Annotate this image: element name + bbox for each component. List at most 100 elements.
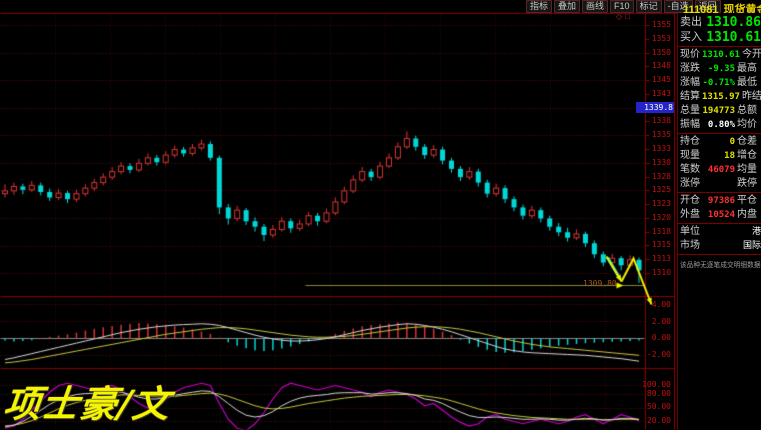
quote-row: 持仓 0 仓差 — [678, 135, 761, 149]
quote-row: 市场 国际 — [678, 239, 761, 253]
quote-info-rows: 单位 港市场 国际 — [678, 225, 761, 253]
axis-tick-label: 1330 — [651, 158, 671, 167]
quote-label2: 仓差 — [737, 136, 757, 147]
quote-value: 1310.61 — [702, 50, 740, 60]
quote-row: 涨停 跌停 — [678, 177, 761, 191]
quote-label: 市场 — [680, 240, 700, 251]
toolbar-button-7[interactable]: 返回 — [694, 0, 721, 13]
axis-tick-label: 1333 — [651, 144, 671, 153]
quote-label2: 今开 — [741, 49, 761, 60]
quote-label2: 最高 — [737, 63, 757, 74]
axis-tick-label: 4.00 — [651, 300, 671, 309]
toolbar-button-6[interactable]: -自选 — [663, 0, 693, 13]
axis-tick-label: 1348 — [651, 61, 671, 70]
square-icon: □ — [625, 12, 633, 21]
quote-value: 10524 — [707, 210, 735, 220]
quote-row: 总量 194773 总额 — [678, 104, 761, 118]
quote-label2: 平仓 — [737, 195, 757, 206]
axis-tick-label: 1315 — [651, 240, 671, 249]
axis-tick-label: 1318 — [651, 227, 671, 236]
axis-tick-label: 1353 — [651, 34, 671, 43]
buy-price: 1310.61 — [706, 30, 761, 45]
toolbar: 指标 叠加 画线 F10 标记 -自选 返回 — [526, 0, 721, 13]
axis-tick-label: 1320 — [651, 213, 671, 222]
quote-row: 笔数 46079 均量 — [678, 163, 761, 177]
panel-divider — [678, 133, 761, 134]
quote-label: 总量 — [680, 105, 700, 116]
quote-row: 涨跌 -9.35 最高 — [678, 62, 761, 76]
quote-label: 现价 — [680, 49, 700, 60]
price-highlight-label: 1339.8 — [636, 102, 674, 113]
axis-tick-label: 1338 — [651, 116, 671, 125]
axis-tick-label: 100.00 — [642, 380, 671, 389]
axis-tick-label: 1323 — [651, 199, 671, 208]
quote-label2: 均价 — [737, 119, 757, 130]
sell-price: 1310.86 — [706, 15, 761, 30]
toolbar-button-3[interactable]: 画线 — [582, 0, 609, 13]
quote-label2: 内盘 — [737, 209, 757, 220]
quote-label: 单位 — [680, 226, 700, 237]
quote-value: 1315.97 — [702, 92, 740, 102]
quote-value: 0.80% — [707, 120, 735, 130]
no-tick-data-notice: 该品种无逐笔成交明细数据 — [679, 262, 761, 269]
quote-row: 开仓 97386 平仓 — [678, 194, 761, 208]
quote-label: 涨幅 — [680, 77, 700, 88]
axis-tick-label: 1345 — [651, 75, 671, 84]
toolbar-button-5[interactable]: 标记 — [635, 0, 662, 13]
axis-tick-label: 1343 — [651, 89, 671, 98]
quote-row: 单位 港 — [678, 225, 761, 239]
panel-divider — [678, 46, 761, 47]
axis-tick-label: 1350 — [651, 48, 671, 57]
axis-tick-label: 1313 — [651, 254, 671, 263]
axis-tick-label: 20.00 — [646, 416, 671, 425]
quote-label: 涨停 — [680, 178, 700, 189]
quote-label2: 昨结 — [741, 91, 761, 102]
quote-label: 现量 — [680, 150, 700, 161]
quote-panel: 卖出 1310.86 买入 1310.61 现价 1310.61 今开 涨跌 -9.35… — [677, 13, 761, 430]
axis-tick-label: -2.00 — [646, 350, 671, 359]
watermark: 项士豪/文 — [1, 382, 173, 426]
quote-openclose-rows: 开仓 97386 平仓外盘 10524 内盘 — [678, 194, 761, 222]
sell-row: 卖出 1310.86 — [678, 15, 761, 30]
quote-row: 外盘 10524 内盘 — [678, 208, 761, 222]
quote-label: 涨跌 — [680, 63, 700, 74]
toolbar-button-2[interactable]: 叠加 — [554, 0, 581, 13]
quote-row: 现量 18 增仓 — [678, 149, 761, 163]
axis-tick-label: 1355 — [651, 20, 671, 29]
toolbar-button-4[interactable]: F10 — [610, 0, 634, 13]
quote-label: 结算 — [680, 91, 700, 102]
quote-label: 笔数 — [680, 164, 700, 175]
quote-position-rows: 持仓 0 仓差现量 18 增仓 笔数 46079 均量涨停 跌停 — [678, 135, 761, 191]
axis-tick-label: 1310 — [651, 268, 671, 277]
axis-tick-label: 0.00 — [651, 333, 671, 342]
axis-tick-label: 1325 — [651, 185, 671, 194]
quote-value: -0.71% — [702, 78, 735, 88]
drawing-markers: ◇□ — [616, 12, 633, 21]
axis-tick-label: 1328 — [651, 172, 671, 181]
axis-tick-label: 50.00 — [646, 402, 671, 411]
axis-tick-label: 1335 — [651, 130, 671, 139]
sell-label: 卖出 — [680, 16, 702, 28]
axis-tick-label: 2.00 — [651, 317, 671, 326]
quote-label: 外盘 — [680, 209, 700, 220]
quote-row: 振幅 0.80% 均价 — [678, 118, 761, 132]
quote-value: 97386 — [707, 196, 735, 206]
quote-row: 现价 1310.61 今开 — [678, 48, 761, 62]
quote-label: 开仓 — [680, 195, 700, 206]
quote-label2: 增仓 — [737, 150, 757, 161]
quote-value: 46079 — [707, 165, 735, 175]
quote-row: 结算 1315.97 昨结 — [678, 90, 761, 104]
quote-label2: 最低 — [737, 77, 757, 88]
quote-value: 国际 — [742, 241, 761, 251]
quote-label2: 跌停 — [737, 178, 757, 189]
panel-divider — [678, 192, 761, 193]
toolbar-button-1[interactable]: 指标 — [526, 0, 553, 13]
quote-label2: 均量 — [737, 164, 757, 175]
quote-value: -9.35 — [707, 64, 735, 74]
quote-value: 0 — [729, 137, 735, 147]
panel-divider — [678, 254, 761, 255]
quote-label: 持仓 — [680, 136, 700, 147]
quote-label: 振幅 — [680, 119, 700, 130]
